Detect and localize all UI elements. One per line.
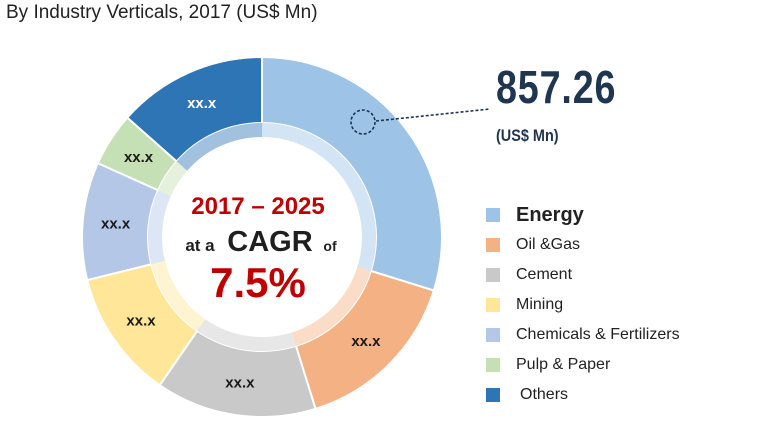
center-period: 2017 – 2025 <box>191 193 324 220</box>
legend-label: Chemicals & Fertilizers <box>516 326 680 343</box>
legend-item-energy: Energy <box>486 200 680 230</box>
legend-label: Mining <box>516 296 564 313</box>
callout-value: 857.26 <box>496 61 617 113</box>
legend-item-oil-gas: Oil &Gas <box>486 230 680 260</box>
legend-swatch <box>486 208 500 222</box>
legend-swatch <box>486 298 500 312</box>
callout-unit: (US$ Mn) <box>496 126 559 145</box>
chart-legend: Energy Oil &Gas Cement Mining Chemicals & Fe… <box>486 200 680 410</box>
inner-ring-energy <box>262 123 376 271</box>
legend-swatch <box>486 388 500 402</box>
legend-label: Oil &Gas <box>516 236 581 253</box>
legend-item-cement: Cement <box>486 260 680 290</box>
callout-marker <box>350 109 376 135</box>
center-at-a: at a <box>185 236 215 255</box>
legend-label: Others <box>520 386 569 403</box>
center-cagr: CAGR <box>227 226 312 258</box>
slice-label-oil-gas: xx.x <box>351 333 381 350</box>
inner-ring-others <box>176 123 262 171</box>
slice-energy <box>261 55 443 292</box>
legend-item-pulp-paper: Pulp & Paper <box>486 350 680 380</box>
donut-hole <box>172 147 352 327</box>
callout-leader <box>375 108 491 122</box>
slice-label-pulp-paper: xx.x <box>124 149 154 166</box>
inner-ring-chemicals-fertilizers <box>148 190 171 265</box>
legend-swatch <box>486 238 500 252</box>
chart-subtitle: By Industry Verticals, 2017 (US$ Mn) <box>6 2 318 23</box>
legend-swatch <box>486 268 500 282</box>
legend-item-mining: Mining <box>486 290 680 320</box>
legend-label: Pulp & Paper <box>516 356 611 373</box>
legend-item-others: Others <box>486 380 680 410</box>
inner-ring-pulp-paper <box>158 161 188 196</box>
inner-ring-cement <box>197 319 296 351</box>
legend-swatch <box>486 328 500 342</box>
legend-swatch <box>486 358 500 372</box>
slice-label-mining: xx.x <box>126 313 156 330</box>
inner-ring-oil-gas <box>291 266 371 346</box>
center-of: of <box>323 238 337 254</box>
center-rate: 7.5% <box>210 259 306 306</box>
legend-label: Cement <box>516 266 573 283</box>
inner-ring-mining <box>151 260 206 331</box>
slice-label-chemicals-fertilizers: xx.x <box>101 216 131 233</box>
legend-item-chemicals-fertilizers: Chemicals & Fertilizers <box>486 320 680 350</box>
slice-others <box>125 55 263 163</box>
slice-label-others: xx.x <box>187 95 217 112</box>
legend-label: Energy <box>516 203 584 226</box>
slice-label-cement: xx.x <box>225 374 255 391</box>
